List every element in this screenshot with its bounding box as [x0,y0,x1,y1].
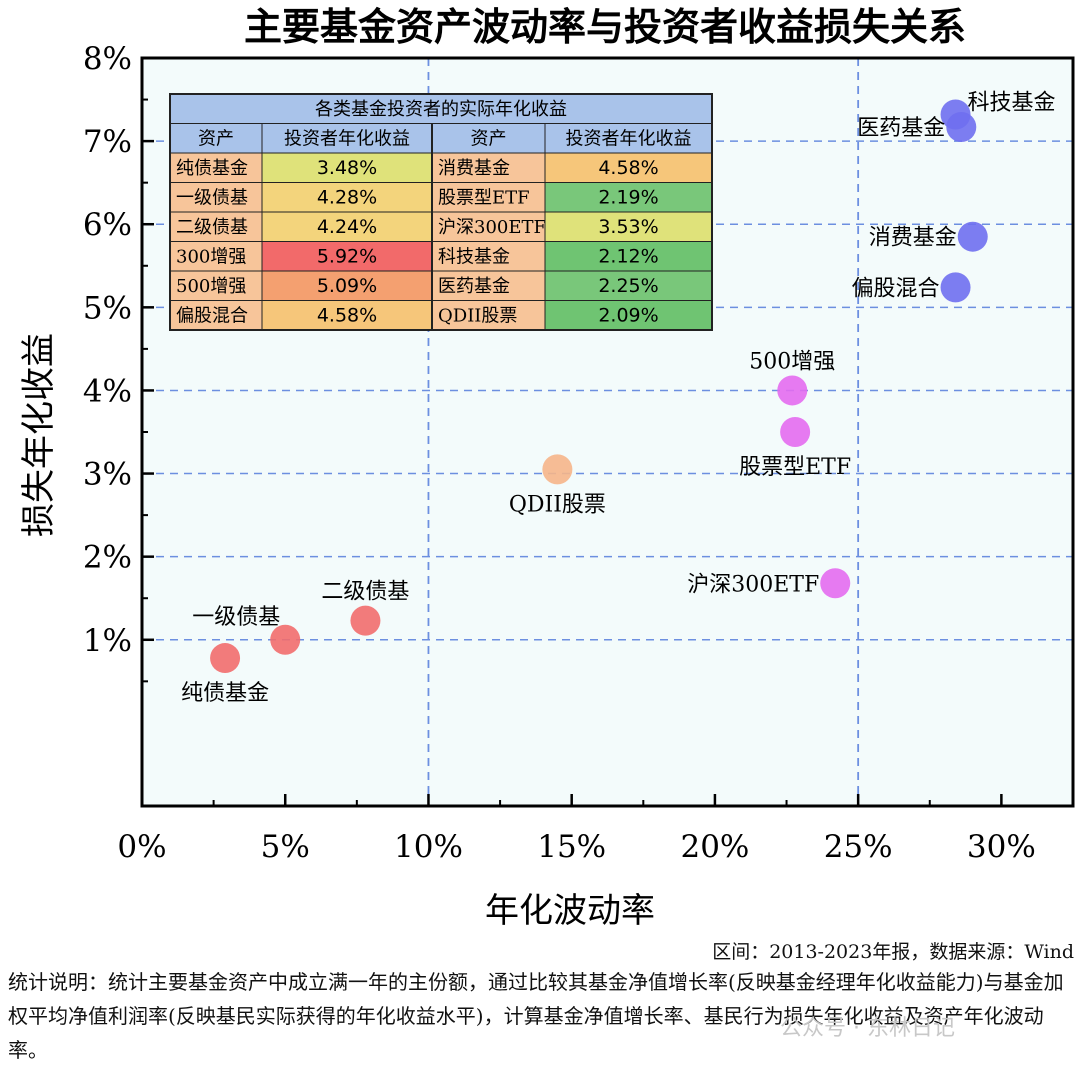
table-value-cell [544,270,713,301]
point-label: 股票型ETF [739,455,851,480]
table-value-cell [261,270,433,301]
point-label: 消费基金 [869,226,957,251]
data-points: 纯债基金一级债基二级债基QDII股票500增强股票型ETF沪深300ETF科技基… [181,91,1056,707]
table-value-cell [261,152,433,183]
x-axis-label: 年化波动率 [485,891,655,931]
x-tick-label: 5% [261,829,310,865]
data-point [270,624,301,655]
point-label: 一级债基 [192,605,280,630]
table-asset-name: QDII股票 [438,306,517,327]
data-point [820,568,851,599]
data-point [542,454,573,485]
table-value: 2.19% [598,187,658,209]
table-name-cell [169,182,263,213]
y-axis-label: 损失年化收益 [19,333,59,537]
table-title: 各类基金投资者的实际年化收益 [315,99,567,120]
table-value: 4.58% [598,157,658,179]
table-name-cell [431,270,546,301]
axes [140,56,1075,808]
x-tick-label: 30% [967,829,1036,865]
data-point [210,643,241,674]
table-value: 4.24% [317,216,377,238]
y-tick-label: 8% [83,41,132,77]
point-label: 纯债基金 [181,681,269,706]
x-tick-label: 10% [394,829,463,865]
y-tick-label: 6% [83,207,132,243]
table-value: 2.12% [598,246,658,268]
statistics-note: 统计说明：统计主要基金资产中成立满一年的主份额，通过比较其基金净值增长率(反映基… [8,970,1064,1062]
y-tick-label: 7% [83,124,132,160]
table-asset-name: 消费基金 [438,158,510,179]
x-tick-label: 15% [537,829,606,865]
table-value-cell [261,211,433,242]
data-point [940,272,971,303]
table-value-cell [544,300,713,331]
scatter-chart: 主要基金资产波动率与投资者收益损失关系 1% 2% 3% 4% 5% 6% 7% 8% 0% 5%… [19,5,1075,931]
point-label: 科技基金 [968,91,1056,116]
watermark: 公众号 · 东林日记 [780,1016,955,1041]
data-point [946,111,977,142]
table-asset-name: 沪深300ETF [438,217,546,238]
table-header: 资产 [471,129,507,150]
point-label: 医药基金 [857,116,945,141]
table-border [169,93,713,331]
point-label: 500增强 [749,349,835,374]
table-name-cell [431,241,546,272]
table-asset-name: 医药基金 [438,276,510,297]
y-tick-label: 4% [83,373,132,409]
table-value-cell [261,300,433,331]
table-value: 3.48% [317,157,377,179]
table-value-cell [544,211,713,242]
table-header: 投资者年化收益 [566,129,692,150]
source-note: 区间：2013-2023年报，数据来源：Wind [712,941,1074,963]
table-asset-name: 偏股混合 [176,306,248,327]
data-point [350,605,381,636]
y-tick-label: 1% [83,623,132,659]
table-value: 4.58% [317,305,377,327]
table-asset-name: 300增强 [176,247,246,268]
tick-labels: 1% 2% 3% 4% 5% 6% 7% 8% 0% 5% 10% 15% 20% 25% 30% [83,41,1036,865]
point-label: 偏股混合 [852,276,940,301]
table-value-cell [544,182,713,213]
point-label: 二级债基 [321,580,409,605]
data-point [777,375,808,406]
x-tick-label: 20% [680,829,749,865]
table-value: 2.25% [598,275,658,297]
table-value: 4.28% [317,187,377,209]
table-asset-name: 二级债基 [176,217,248,238]
data-point [780,417,811,447]
table-asset-name: 一级债基 [176,188,248,209]
table-asset-name: 纯债基金 [176,158,248,179]
y-tick-label: 3% [83,457,132,493]
y-tick-label: 5% [83,290,132,326]
table-asset-name: 500增强 [176,276,246,297]
data-point [957,221,988,252]
table-value-cell [261,241,433,272]
table-asset-name: 科技基金 [438,247,510,268]
table-value: 5.92% [317,246,377,268]
point-label: QDII股票 [509,492,606,517]
table-name-cell [431,300,546,331]
table-asset-name: 股票型ETF [438,188,530,209]
table-value: 2.09% [598,305,658,327]
chart-title: 主要基金资产波动率与投资者收益损失关系 [244,5,966,49]
y-tick-label: 2% [83,540,132,576]
point-label: 沪深300ETF [687,572,819,597]
table-header: 投资者年化收益 [284,129,410,150]
table-value: 5.09% [317,275,377,297]
x-tick-label: 0% [117,829,166,865]
table-header: 资产 [198,129,234,150]
x-tick-label: 25% [824,829,893,865]
table-value-cell [544,241,713,272]
table-name-cell [431,182,546,213]
table-value: 3.53% [598,216,658,238]
